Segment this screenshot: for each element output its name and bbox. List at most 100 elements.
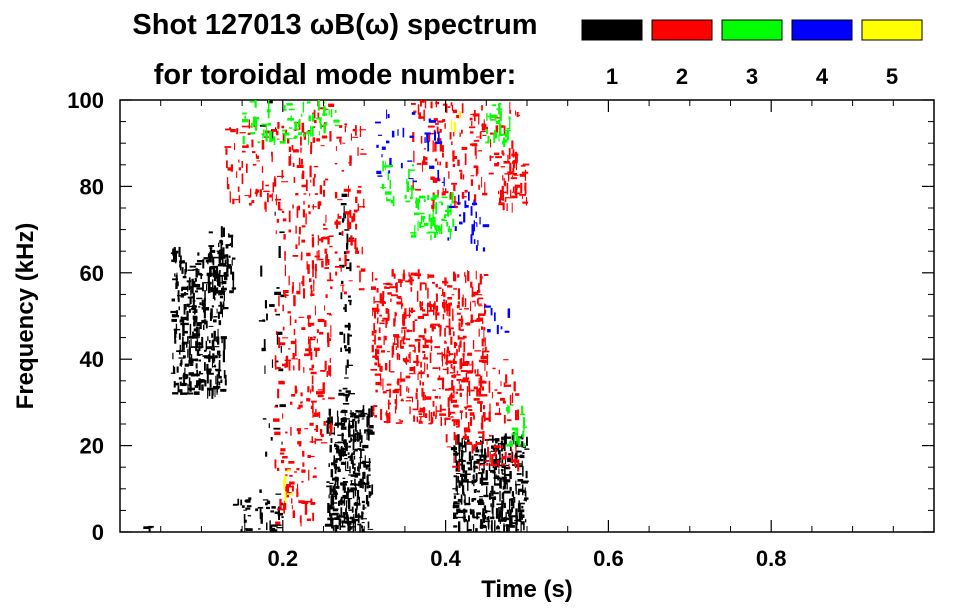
- spectral-mark: [206, 284, 208, 291]
- spectral-mark: [403, 312, 406, 316]
- spectral-mark: [258, 320, 266, 322]
- spectral-mark: [297, 121, 300, 128]
- spectral-mark: [299, 282, 301, 295]
- spectral-mark: [398, 354, 401, 358]
- spectral-mark: [512, 493, 515, 499]
- spectral-mark: [493, 152, 500, 156]
- spectral-mark: [221, 337, 223, 344]
- spectral-mark: [326, 423, 329, 434]
- spectral-mark: [463, 440, 465, 446]
- spectral-mark: [200, 273, 203, 280]
- spectral-mark: [193, 315, 196, 327]
- spectral-mark: [349, 459, 354, 461]
- spectral-mark: [499, 479, 502, 489]
- spectral-mark: [302, 450, 305, 457]
- spectral-mark: [435, 207, 437, 215]
- spectral-mark: [274, 459, 277, 469]
- spectral-mark: [266, 500, 271, 505]
- spectral-mark: [423, 407, 425, 417]
- spectral-mark: [293, 295, 296, 307]
- spectral-mark: [509, 162, 512, 168]
- spectral-mark: [318, 201, 322, 206]
- spectral-mark: [277, 201, 281, 210]
- spectral-mark: [364, 429, 368, 432]
- spectral-mark: [354, 474, 359, 478]
- spectral-mark: [499, 133, 503, 136]
- spectral-mark: [419, 380, 422, 386]
- spectral-mark: [218, 304, 225, 307]
- spectral-mark: [282, 218, 287, 222]
- spectral-mark: [389, 179, 391, 189]
- spectral-mark: [455, 516, 458, 519]
- spectral-mark: [265, 132, 268, 142]
- spectral-mark: [475, 374, 481, 377]
- spectral-mark: [492, 104, 496, 107]
- spectral-mark: [393, 335, 399, 337]
- spectral-mark: [419, 100, 425, 103]
- spectral-mark: [448, 387, 454, 390]
- spectral-mark: [343, 417, 347, 420]
- spectral-mark: [509, 499, 511, 511]
- spectral-mark: [477, 303, 482, 305]
- spectral-mark: [334, 517, 340, 520]
- spectral-mark: [219, 263, 225, 265]
- spectral-mark: [345, 461, 347, 471]
- spectral-mark: [368, 408, 371, 418]
- spectral-mark: [494, 412, 502, 415]
- spectral-mark: [433, 118, 438, 121]
- spectral-mark: [433, 177, 440, 180]
- spectral-mark: [374, 278, 378, 281]
- spectral-mark: [497, 391, 502, 395]
- spectral-mark: [466, 405, 472, 408]
- x-tick-label: 0.4: [430, 546, 461, 571]
- spectral-mark: [288, 108, 295, 111]
- spectral-mark: [212, 288, 215, 299]
- spectral-mark: [178, 350, 181, 355]
- spectral-mark: [422, 382, 425, 386]
- spectral-mark: [501, 465, 506, 469]
- spectral-mark: [282, 363, 287, 367]
- spectral-mark: [481, 513, 485, 518]
- spectral-mark: [456, 452, 460, 455]
- spectral-mark: [307, 130, 311, 132]
- spectral-mark: [450, 364, 453, 369]
- spectral-mark: [374, 301, 382, 303]
- spectral-mark: [345, 250, 350, 254]
- spectral-mark: [520, 165, 526, 167]
- spectral-mark: [501, 463, 505, 465]
- spectral-mark: [310, 145, 313, 155]
- spectral-mark: [343, 487, 346, 493]
- spectral-mark: [452, 163, 455, 168]
- spectral-mark: [465, 441, 467, 453]
- spectral-mark: [404, 194, 407, 199]
- spectral-mark: [330, 469, 334, 478]
- spectral-mark: [188, 305, 196, 307]
- spectral-mark: [498, 468, 500, 475]
- spectral-mark: [241, 161, 243, 168]
- spectral-mark: [327, 332, 330, 339]
- spectral-mark: [443, 292, 446, 298]
- spectral-mark: [462, 196, 467, 198]
- spectral-mark: [417, 373, 419, 381]
- spectral-mark: [354, 415, 359, 419]
- spectral-mark: [255, 188, 258, 197]
- spectral-mark: [338, 389, 342, 392]
- spectral-mark: [330, 325, 332, 338]
- spectral-mark: [469, 126, 476, 129]
- spectral-mark: [334, 468, 337, 474]
- spectral-mark: [220, 302, 223, 315]
- spectral-mark: [511, 449, 513, 461]
- spectral-mark: [196, 349, 200, 356]
- spectral-mark: [491, 450, 498, 452]
- spectral-mark: [195, 363, 198, 369]
- spectral-region-mode-2: [273, 119, 317, 527]
- spectral-mark: [340, 292, 343, 300]
- spectral-region-mode-5: [450, 110, 461, 133]
- spectral-mark: [474, 369, 477, 374]
- spectral-mark: [448, 205, 455, 208]
- spectral-mark: [486, 463, 489, 466]
- spectral-mark: [283, 500, 287, 510]
- x-tick-label: 0.6: [593, 546, 624, 571]
- spectral-mark: [510, 498, 514, 507]
- spectral-mark: [307, 264, 310, 274]
